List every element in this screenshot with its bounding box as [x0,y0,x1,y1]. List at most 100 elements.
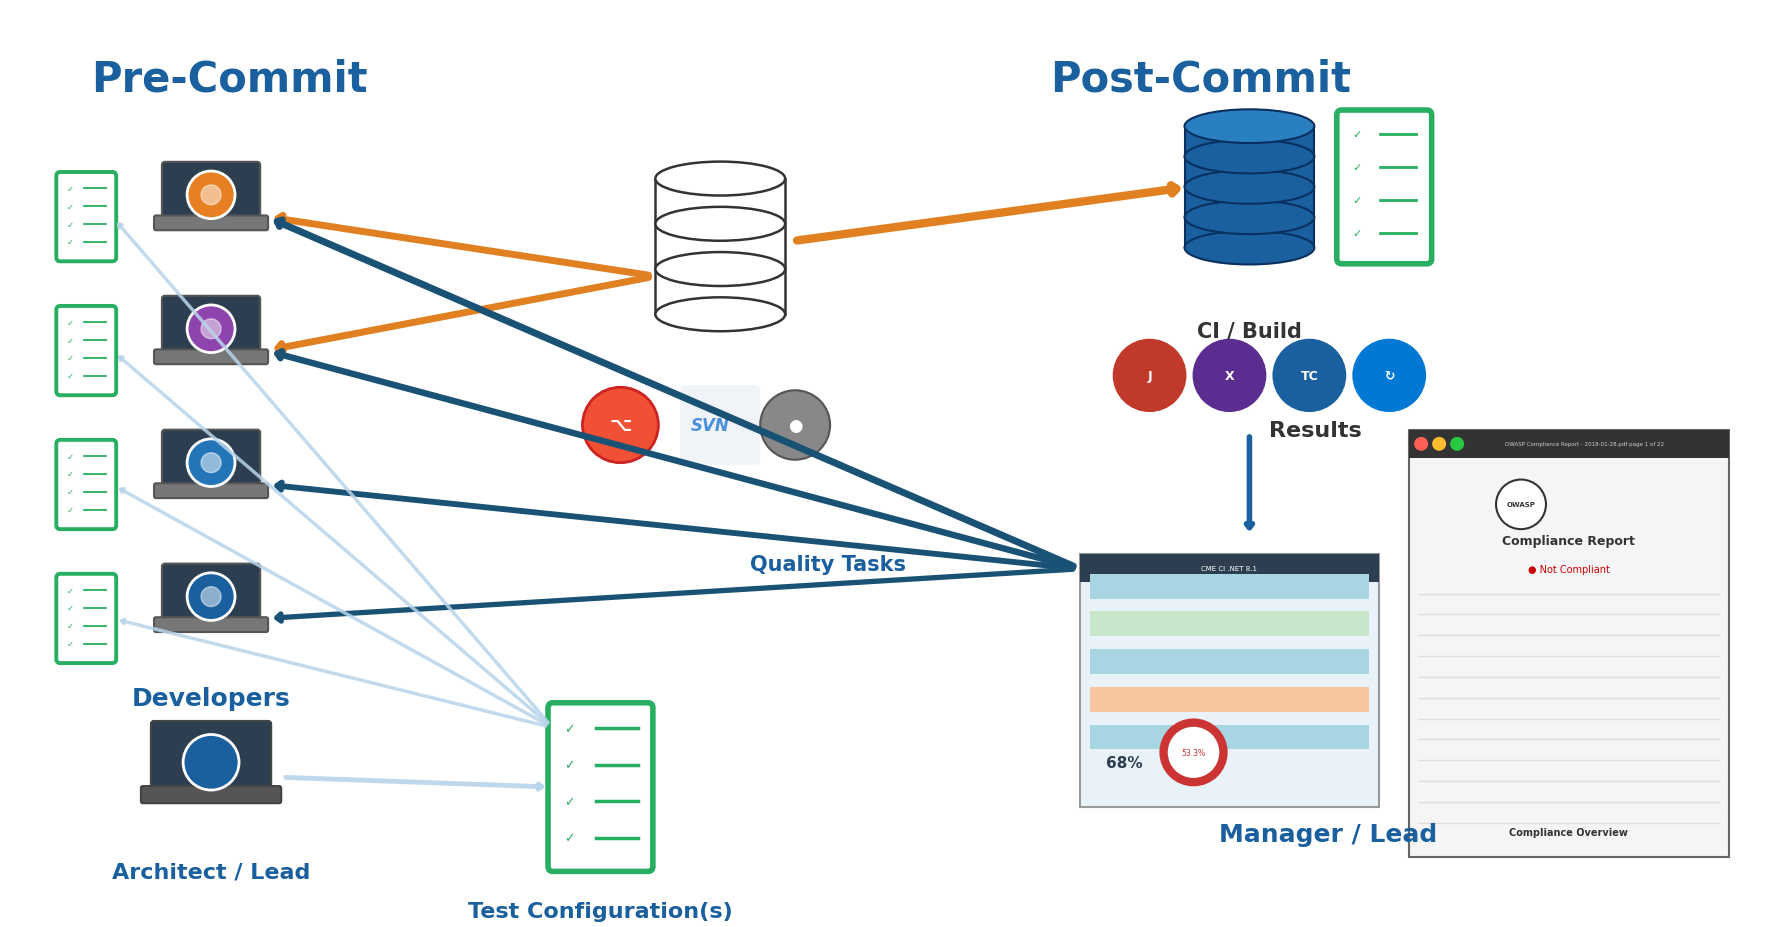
Ellipse shape [655,298,785,332]
Ellipse shape [655,162,785,197]
Circle shape [186,171,234,220]
Circle shape [201,185,220,206]
Text: ✓: ✓ [66,506,73,514]
FancyBboxPatch shape [155,216,268,231]
Text: Architect / Lead: Architect / Lead [112,861,311,882]
Bar [1090,574,1369,599]
Circle shape [1352,338,1428,413]
Text: TC: TC [1300,370,1318,383]
Text: OWASP Compliance Report - 2018-01-28.pdf page 1 of 22: OWASP Compliance Report - 2018-01-28.pdf… [1504,442,1664,447]
Bar [1185,127,1314,248]
Circle shape [1163,723,1224,782]
FancyBboxPatch shape [57,440,115,529]
Text: ✓: ✓ [565,795,575,808]
Bar [1090,612,1369,637]
Text: ✓: ✓ [66,488,73,497]
Text: ↻: ↻ [1384,370,1394,383]
Circle shape [186,306,234,353]
Bar [1408,430,1728,458]
Text: Test Configuration(s): Test Configuration(s) [469,901,733,921]
FancyBboxPatch shape [57,574,115,664]
Bar [1090,650,1369,674]
Text: SVN: SVN [691,416,730,435]
Circle shape [201,453,220,473]
Bar [1090,687,1369,712]
Text: ✓: ✓ [66,372,73,381]
Text: ✓: ✓ [66,221,73,229]
Text: Results: Results [1270,421,1362,440]
Bar [655,179,785,315]
FancyBboxPatch shape [162,162,259,224]
Ellipse shape [1185,201,1314,235]
Text: ✓: ✓ [66,202,73,211]
FancyBboxPatch shape [680,386,760,465]
Text: ✓: ✓ [66,586,73,595]
FancyBboxPatch shape [57,172,115,262]
Text: Developers: Developers [131,686,291,710]
Circle shape [201,320,220,339]
Text: Pre-Commit: Pre-Commit [91,58,368,101]
Text: ⌥: ⌥ [609,416,632,435]
Text: Compliance Overview: Compliance Overview [1510,827,1629,837]
Text: Compliance Report: Compliance Report [1502,535,1636,548]
Text: X: X [1225,370,1234,383]
Ellipse shape [1185,232,1314,265]
Circle shape [1495,480,1545,529]
Text: OWASP: OWASP [1506,502,1536,508]
FancyBboxPatch shape [162,564,259,626]
Ellipse shape [655,208,785,242]
Ellipse shape [1185,110,1314,144]
Text: ✓: ✓ [1352,162,1362,172]
Text: ✓: ✓ [565,722,575,735]
FancyBboxPatch shape [155,350,268,365]
Bar [1408,430,1728,857]
Text: ✓: ✓ [565,758,575,771]
Circle shape [183,735,240,790]
Circle shape [186,573,234,621]
Circle shape [1192,338,1268,413]
Text: ✓: ✓ [1352,229,1362,238]
Text: ✓: ✓ [66,452,73,461]
Bar [1090,725,1369,750]
Text: ✓: ✓ [1352,130,1362,140]
Text: ✓: ✓ [565,832,575,844]
Text: ✓: ✓ [66,184,73,194]
Circle shape [1272,338,1348,413]
Circle shape [186,439,234,487]
Text: ●: ● [789,416,803,435]
Text: ✓: ✓ [66,603,73,613]
Text: ✓: ✓ [66,318,73,327]
Text: Post-Commit: Post-Commit [1050,58,1352,101]
Text: ✓: ✓ [66,354,73,363]
Circle shape [1431,438,1446,451]
Bar [1080,554,1380,807]
Text: 53.3%: 53.3% [1181,748,1206,757]
Ellipse shape [655,253,785,286]
Text: ✓: ✓ [1352,196,1362,206]
Text: CME CI .NET 8.1: CME CI .NET 8.1 [1202,565,1257,571]
FancyBboxPatch shape [549,703,654,871]
Text: 68%: 68% [1106,755,1144,770]
Text: ✓: ✓ [66,622,73,630]
FancyBboxPatch shape [155,484,268,499]
Ellipse shape [1185,141,1314,174]
Text: ● Not Compliant: ● Not Compliant [1527,565,1609,574]
Circle shape [201,587,220,607]
Circle shape [1451,438,1463,451]
FancyBboxPatch shape [162,430,259,492]
FancyBboxPatch shape [151,721,272,795]
Circle shape [760,391,829,460]
Text: ✓: ✓ [66,640,73,649]
Bar [1080,554,1380,582]
Text: Quality Tasks: Quality Tasks [749,554,906,574]
FancyBboxPatch shape [140,786,281,804]
Text: CI / Build: CI / Build [1197,322,1302,341]
Circle shape [1414,438,1428,451]
Text: Manager / Lead: Manager / Lead [1220,822,1439,846]
Text: ✓: ✓ [66,470,73,479]
FancyBboxPatch shape [57,307,115,396]
Circle shape [1112,338,1188,413]
Circle shape [583,387,659,464]
Text: ✓: ✓ [66,238,73,248]
FancyBboxPatch shape [155,617,268,632]
